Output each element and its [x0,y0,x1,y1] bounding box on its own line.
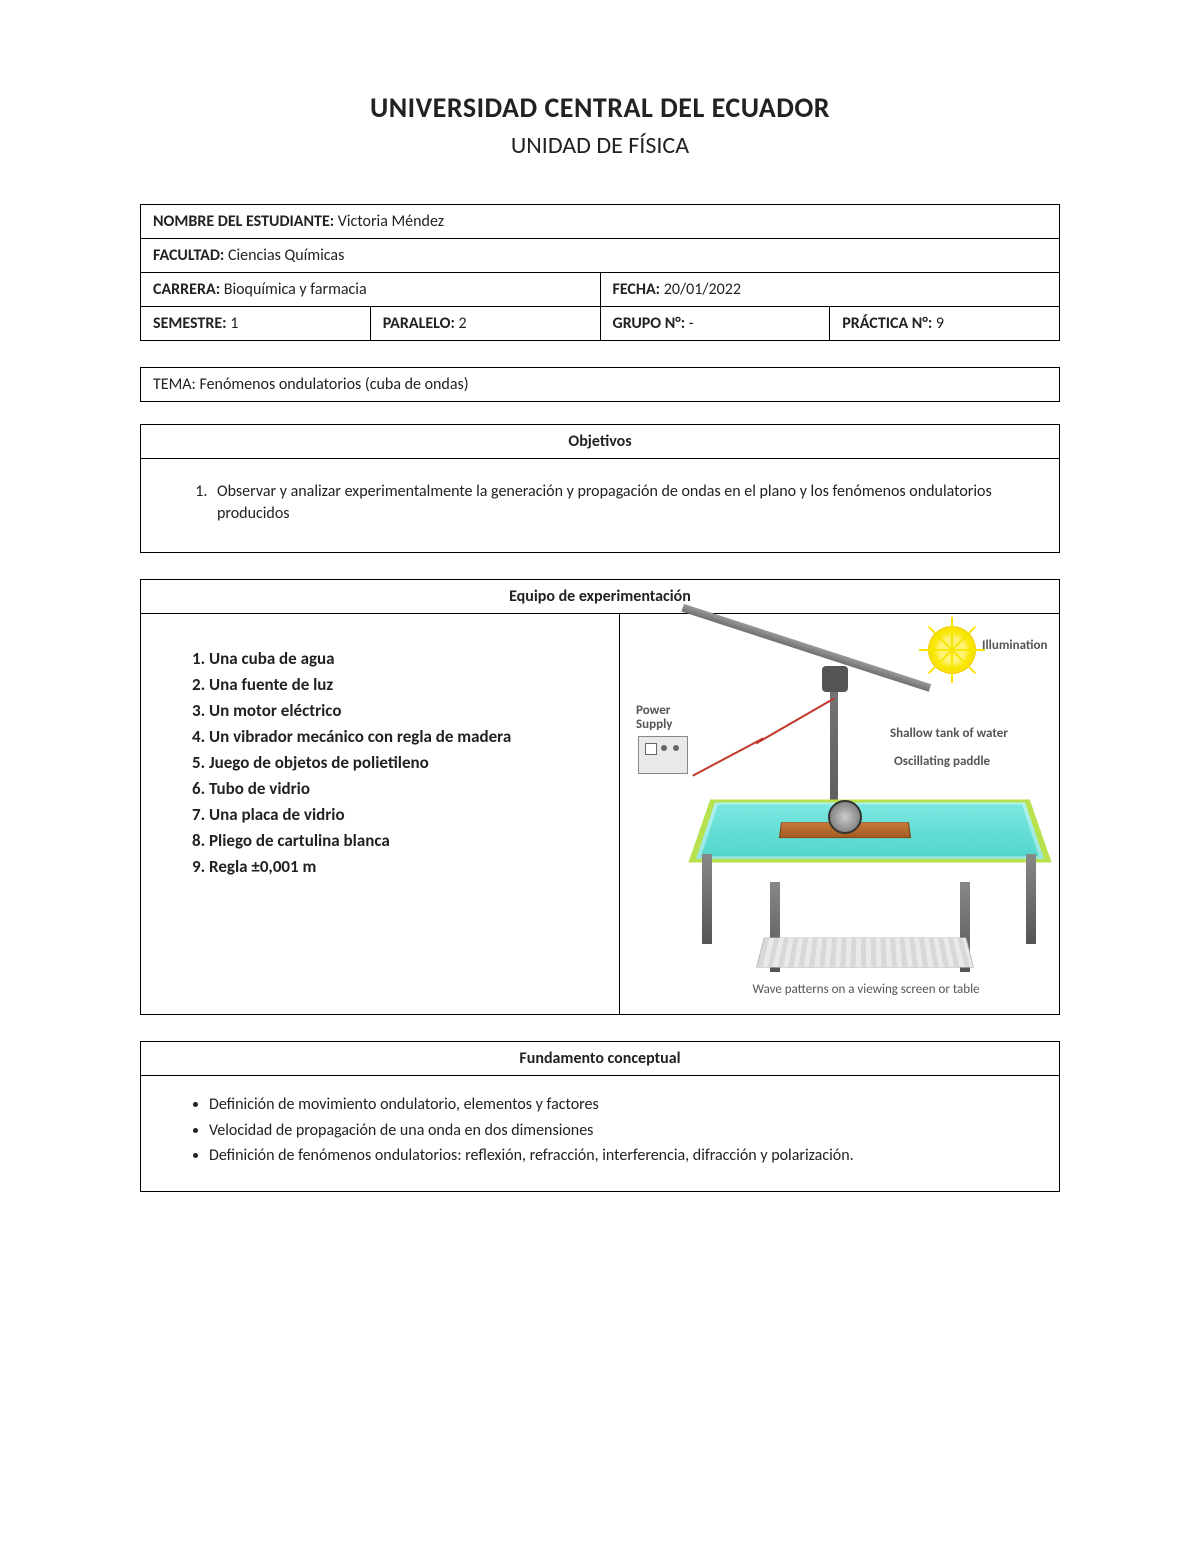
equipment-item: Una fuente de luz [209,674,601,697]
viewing-screen [756,938,974,968]
equipment-item: Una cuba de agua [209,648,601,671]
faculty-value: Ciencias Químicas [228,246,344,265]
semester-cell: SEMESTRE: 1 [141,307,371,341]
foundation-item: Definición de fenómenos ondulatorios: re… [209,1145,1035,1167]
diagram-label-power: Power Supply [636,704,696,733]
parallel-value: 2 [459,314,467,333]
equipment-item: Un vibrador mecánico con regla de madera [209,726,601,749]
wire [692,738,764,777]
diagram-label-screen: Wave patterns on a viewing screen or tab… [716,982,1016,997]
stand-arm [681,604,931,692]
foundation-list: Definición de movimiento ondulatorio, el… [209,1094,1035,1167]
equipment-item: Pliego de cartulina blanca [209,830,601,853]
equipment-diagram: Illumination Power Supply Shallow tank o… [619,614,1059,1014]
equipment-item: Una placa de vidrio [209,804,601,827]
sun-icon [930,628,974,672]
equipment-item: Regla ±0,001 m [209,856,601,879]
paddle-wheel [828,800,862,834]
career-cell: CARRERA: Bioquímica y farmacia [141,273,601,307]
table-leg [702,854,712,944]
objective-item: Observar y analizar experimentalmente la… [211,481,1035,524]
university-title: UNIVERSIDAD CENTRAL DEL ECUADOR [140,90,1060,125]
table-leg [1026,854,1036,944]
faculty-label: FACULTAD: [153,246,224,265]
theme-value: Fenómenos ondulatorios (cuba de ondas) [199,375,468,394]
date-label: FECHA: [613,280,661,299]
date-cell: FECHA: 20/01/2022 [600,273,1060,307]
diagram-label-paddle: Oscillating paddle [894,754,990,769]
equipment-title: Equipo de experimentación [141,580,1059,614]
foundation-section: Fundamento conceptual Definición de movi… [140,1041,1060,1192]
parallel-cell: PARALELO: 2 [370,307,600,341]
student-info-table: NOMBRE DEL ESTUDIANTE: Victoria Méndez F… [140,204,1060,341]
motor-icon [822,666,848,692]
career-label: CARRERA: [153,280,220,299]
objectives-section: Objetivos Observar y analizar experiment… [140,424,1060,553]
foundation-item: Velocidad de propagación de una onda en … [209,1120,1035,1142]
objectives-list: Observar y analizar experimentalmente la… [187,481,1035,524]
foundation-title: Fundamento conceptual [141,1042,1059,1076]
student-value: Victoria Méndez [338,212,444,231]
semester-value: 1 [230,314,238,333]
wire [756,698,835,745]
equipment-item: Juego de objetos de polietileno [209,752,601,775]
date-value: 20/01/2022 [664,280,741,299]
parallel-label: PARALELO: [383,314,455,333]
group-value: - [689,314,694,333]
practice-value: 9 [936,314,944,333]
equipment-item: Un motor eléctrico [209,700,601,723]
equipment-list: Una cuba de agua Una fuente de luz Un mo… [209,648,601,878]
diagram-label-illumination: Illumination [982,638,1047,653]
group-label: GRUPO N°: [613,314,686,333]
student-label: NOMBRE DEL ESTUDIANTE: [153,212,334,231]
equipment-item: Tubo de vidrio [209,778,601,801]
diagram-label-tank: Shallow tank of water [890,726,1008,741]
group-cell: GRUPO N°: - [600,307,830,341]
theme-label: TEMA: [153,375,196,394]
student-row: NOMBRE DEL ESTUDIANTE: Victoria Méndez [141,205,1060,239]
power-supply-icon [638,736,688,774]
practice-cell: PRÁCTICA N°: 9 [830,307,1060,341]
career-value: Bioquímica y farmacia [224,280,367,299]
semester-label: SEMESTRE: [153,314,227,333]
theme-row: TEMA: Fenómenos ondulatorios (cuba de on… [140,367,1060,402]
unit-title: UNIDAD DE FÍSICA [140,131,1060,160]
equipment-section: Equipo de experimentación Una cuba de ag… [140,579,1060,1015]
objectives-title: Objetivos [141,425,1059,459]
faculty-row: FACULTAD: Ciencias Químicas [141,239,1060,273]
practice-label: PRÁCTICA N°: [842,314,932,333]
foundation-item: Definición de movimiento ondulatorio, el… [209,1094,1035,1116]
